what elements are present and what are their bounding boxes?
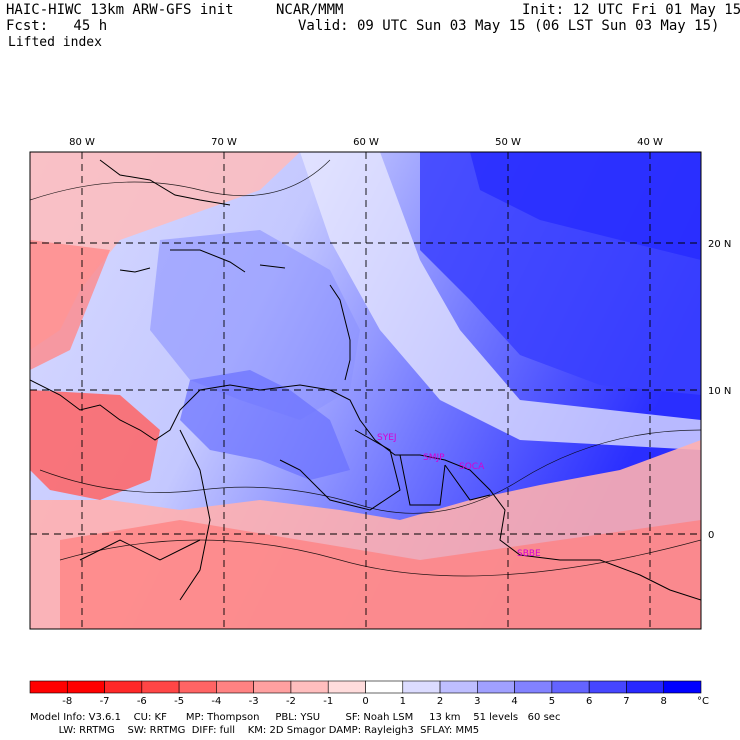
colorbar-tick-label: 7 <box>623 696 629 707</box>
valid-time: Valid: 09 UTC Sun 03 May 15 (06 LST Sun … <box>298 18 720 34</box>
map-frame <box>29 151 702 630</box>
venezuela-blue <box>180 370 350 480</box>
lat-label: 10 N <box>708 386 731 397</box>
organization-label: NCAR/MMM <box>276 2 344 18</box>
colorbar-bin <box>588 680 627 694</box>
colorbar-tick-label: -4 <box>211 696 221 707</box>
model-info-line1: Model Info: V3.6.1 CU: KF MP: Thompson P… <box>30 712 561 723</box>
hispaniola-coast <box>170 249 246 273</box>
colorbar-tick-label: -3 <box>249 696 259 707</box>
colorbar-tick-label: -1 <box>323 696 333 707</box>
coastlines <box>30 159 701 601</box>
contour-north <box>30 159 331 201</box>
lon-label: 50 W <box>495 137 521 148</box>
colorbar-unit: °C <box>697 696 709 707</box>
western-red-core <box>30 240 110 370</box>
suriname-border <box>444 464 491 501</box>
colorbar-tick-label: -6 <box>137 696 147 707</box>
lon-label: 80 W <box>69 137 95 148</box>
colorbar-tick-label: -7 <box>100 696 110 707</box>
model-info-line2: LW: RRTMG SW: RRTMG DIFF: full KM: 2D Sm… <box>30 725 480 736</box>
colorbar-tick-label: 8 <box>661 696 667 707</box>
colorbar-tick-label: 0 <box>362 696 368 707</box>
jamaica-coast <box>119 267 151 273</box>
colorbar-bin <box>104 680 143 694</box>
colorbar-tick-label: 5 <box>549 696 555 707</box>
map-field <box>30 152 701 629</box>
guyana-border <box>399 454 446 506</box>
colorbar-bin <box>290 680 329 694</box>
colorbar-tick-label: -2 <box>286 696 296 707</box>
init-time: Init: 12 UTC Fri 01 May 15 <box>522 2 740 18</box>
colorbar-tick-label: -5 <box>174 696 184 707</box>
stable-core-inner <box>470 152 701 260</box>
zero-contours <box>30 159 701 577</box>
contour-amazon <box>59 539 701 577</box>
colorbar-tick-label: -8 <box>62 696 72 707</box>
central-america-red <box>30 390 160 500</box>
station-label: SYEJ <box>377 433 397 443</box>
lon-label: 40 W <box>637 137 663 148</box>
colorbar-bin <box>178 680 217 694</box>
field-name: Lifted index <box>8 35 102 50</box>
colorbar-bin <box>551 680 590 694</box>
colorbar-tick-label: 2 <box>437 696 443 707</box>
contour-south <box>39 429 701 514</box>
colorbar-bin <box>663 680 702 694</box>
colorbar-bin <box>327 680 366 694</box>
colorbar-bin <box>439 680 478 694</box>
light-band <box>300 152 701 450</box>
lat-label: 20 N <box>708 239 731 250</box>
lon-label: 70 W <box>211 137 237 148</box>
station-label: SMJP <box>423 453 445 463</box>
colombia-border <box>179 429 211 601</box>
model-title: HAIC-HIWC 13km ARW-GFS init <box>6 2 234 18</box>
colorbar-tick-label: 4 <box>511 696 517 707</box>
graticule <box>30 152 701 629</box>
lon-label: 60 W <box>353 137 379 148</box>
south-america-coast <box>30 379 701 601</box>
colorbar-bin <box>253 680 292 694</box>
puerto-rico-coast <box>259 264 286 269</box>
colorbar-bin <box>477 680 515 694</box>
colorbar-bin <box>66 680 105 694</box>
colorbar-tick-label: 3 <box>474 696 480 707</box>
colorbar-bin <box>402 680 441 694</box>
lesser-antilles <box>329 284 351 381</box>
colorbar-bin <box>29 680 68 694</box>
caribbean-blue <box>150 230 360 420</box>
colorbar-tick-label: 6 <box>586 696 592 707</box>
forecast-hour: Fcst: 45 h <box>6 18 108 34</box>
colorbar-tick-label: 1 <box>400 696 406 707</box>
colorbar-bin <box>216 680 254 694</box>
lat-label: 0 <box>708 530 714 541</box>
cuba-coast <box>99 159 231 206</box>
amazon-red-core <box>60 520 701 629</box>
northwest-red-region <box>30 152 300 350</box>
station-label: SOCA <box>459 462 485 472</box>
venezuela-border <box>279 429 401 511</box>
colorbar-bin <box>141 680 180 694</box>
colorbar-bin <box>365 680 404 694</box>
colorbar: -8 -7 -6 -5 -4 -3 -2 -1 0 1 2 3 4 5 6 7 8 °C <box>29 680 709 707</box>
colorbar-bin <box>626 680 665 694</box>
colorbar-bin <box>514 680 553 694</box>
station-label: SBBE <box>517 549 541 559</box>
